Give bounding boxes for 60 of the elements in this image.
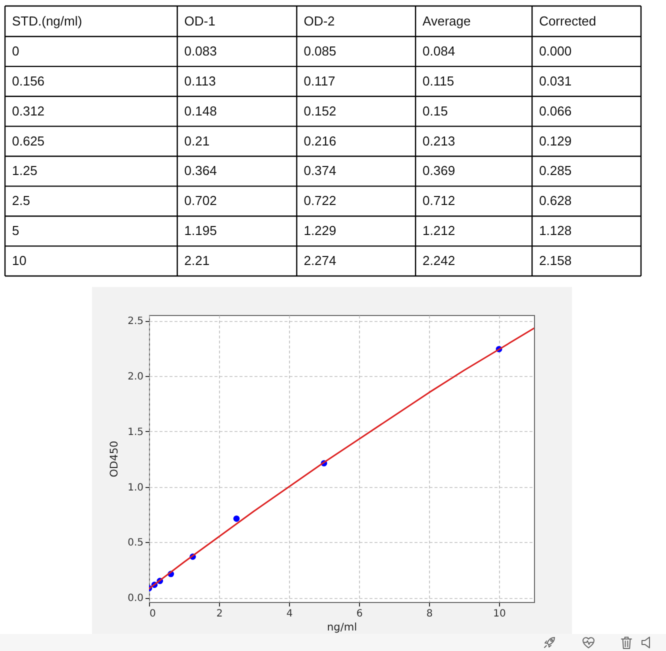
text: 0.285 bbox=[539, 163, 572, 178]
text: 0.628 bbox=[539, 193, 572, 208]
text: 2.242 bbox=[422, 253, 456, 268]
text: 0.625 bbox=[12, 133, 45, 148]
y-tick-label: 1.0 bbox=[128, 482, 144, 494]
text: 0.031 bbox=[539, 73, 572, 88]
text: 0.083 bbox=[184, 43, 217, 58]
text: 2.274 bbox=[304, 253, 336, 268]
x-tick-label: 4 bbox=[286, 608, 293, 620]
text: 0.21 bbox=[184, 133, 210, 148]
text: 5 bbox=[12, 223, 20, 238]
text: 1.212 bbox=[422, 223, 456, 238]
text: 1.229 bbox=[304, 223, 336, 238]
text: 0.369 bbox=[422, 163, 456, 178]
text: 1.128 bbox=[539, 223, 572, 238]
text: 0.374 bbox=[304, 163, 336, 178]
y-tick-label: 1.5 bbox=[128, 426, 144, 438]
text: 0.15 bbox=[422, 103, 448, 118]
y-tick-label: 2.0 bbox=[128, 371, 144, 382]
x-tick-label: 2 bbox=[216, 608, 223, 620]
text: 0.148 bbox=[184, 103, 217, 118]
category-label: Corrected bbox=[539, 13, 596, 28]
x-tick-label: 8 bbox=[426, 608, 433, 620]
y-tick-label: 0.0 bbox=[128, 593, 144, 604]
y-axis-title: OD450 bbox=[108, 440, 121, 478]
text: 0.066 bbox=[539, 103, 572, 118]
text: 1.25 bbox=[12, 163, 38, 178]
category-label: OD-1 bbox=[184, 13, 216, 28]
x-tick-label: 6 bbox=[356, 608, 363, 620]
text: 0.702 bbox=[184, 193, 217, 208]
category-label: Average bbox=[422, 13, 471, 28]
text: 2.5 bbox=[12, 193, 30, 208]
text: 0.117 bbox=[304, 73, 336, 88]
text: 0.216 bbox=[304, 133, 336, 148]
text: 2.21 bbox=[184, 253, 210, 268]
text: 0.364 bbox=[184, 163, 217, 178]
text: 0.115 bbox=[422, 73, 454, 88]
text: 0.712 bbox=[422, 193, 456, 208]
text: 0.129 bbox=[539, 133, 572, 148]
category-label: OD-2 bbox=[304, 13, 335, 28]
text: 1.195 bbox=[184, 223, 217, 238]
x-tick-label: 10 bbox=[493, 608, 506, 620]
text: 0.213 bbox=[422, 133, 456, 148]
text: 0.113 bbox=[184, 73, 216, 88]
text: 0.084 bbox=[422, 43, 456, 58]
text: 10 bbox=[12, 253, 26, 268]
text: 0.722 bbox=[304, 193, 336, 208]
y-tick-label: 0.5 bbox=[128, 538, 144, 549]
text: 0.152 bbox=[304, 103, 336, 118]
point bbox=[233, 516, 240, 522]
category-label: STD.(ng/ml) bbox=[12, 13, 82, 28]
text: 0 bbox=[12, 43, 20, 58]
text: 0.156 bbox=[12, 73, 45, 88]
text: 0.085 bbox=[304, 43, 336, 58]
text: 0.312 bbox=[12, 103, 45, 118]
x-axis-title: ng/ml bbox=[326, 622, 358, 634]
y-tick-label: 2.5 bbox=[128, 316, 144, 328]
text: 0.000 bbox=[539, 43, 572, 58]
x-tick-label: 0 bbox=[150, 608, 156, 620]
text: 2.158 bbox=[539, 253, 572, 268]
